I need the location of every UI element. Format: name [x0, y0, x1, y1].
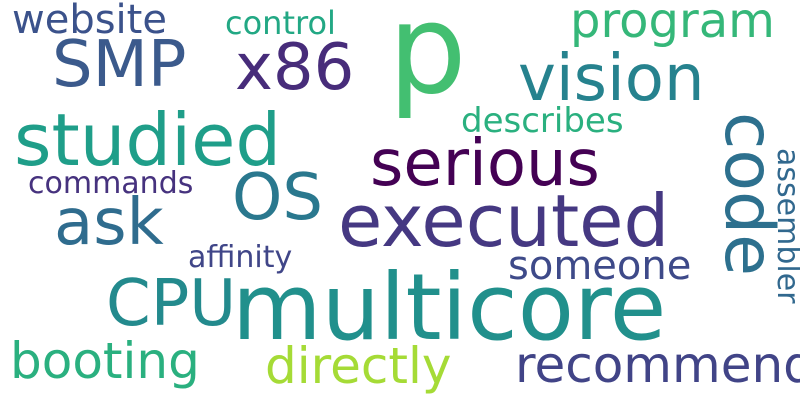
word-program: program: [570, 0, 775, 49]
word-commands: commands: [28, 166, 194, 201]
word-someone: someone: [508, 243, 692, 289]
word-describes: describes: [461, 101, 624, 141]
word-booting: booting: [10, 332, 200, 390]
word-studied: studied: [14, 98, 282, 182]
word-vision: vision: [518, 42, 705, 116]
word-assembler: assembler: [770, 148, 800, 304]
word-smp: SMP: [52, 28, 187, 102]
word-ask: ask: [54, 186, 164, 260]
word-recommend: recommend: [515, 336, 800, 394]
word-x86: x86: [235, 31, 355, 105]
word-multicore: multicore: [232, 254, 667, 361]
word-website: website: [12, 0, 167, 43]
word-cpu: CPU: [106, 267, 237, 341]
word-affinity: affinity: [188, 240, 293, 275]
word-serious: serious: [370, 127, 600, 201]
word-directly: directly: [265, 337, 452, 395]
word-executed: executed: [338, 179, 670, 263]
word-control: control: [225, 4, 336, 42]
word-p: p: [388, 0, 467, 122]
word-os: OS: [232, 161, 323, 235]
